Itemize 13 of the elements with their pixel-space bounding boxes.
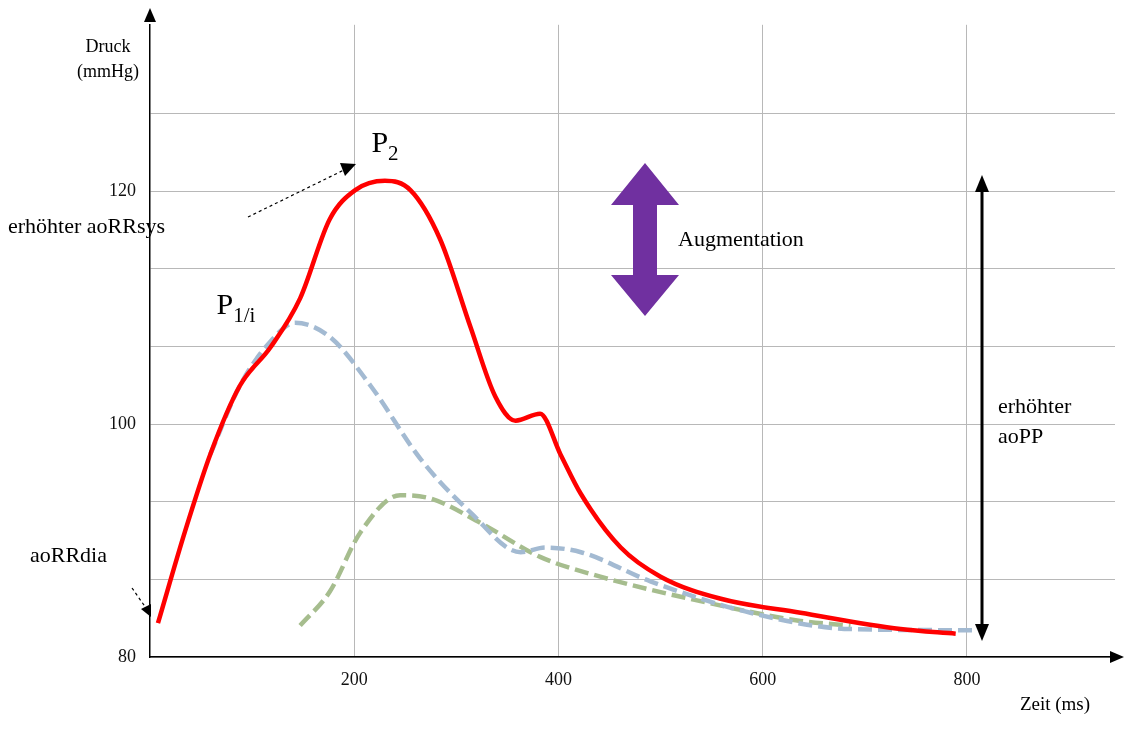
- text: aoRRdia: [30, 542, 108, 567]
- x-tick-label: 200: [340, 668, 368, 689]
- y-axis-title: Druck (mmHg): [77, 36, 140, 82]
- annotation: Augmentation: [678, 226, 804, 251]
- y-tick-label: 80: [118, 645, 136, 666]
- x-tick-label: 800: [953, 668, 981, 689]
- line-series: [297, 492, 853, 628]
- annotation: erhöhter aoPP: [998, 393, 1072, 448]
- y-tick-label: 120: [109, 180, 136, 201]
- x-tick-label: 600: [749, 668, 777, 689]
- y-tick-label: 100: [109, 412, 136, 433]
- x-tick-label: 400: [544, 668, 572, 689]
- x-axis-title: Zeit (ms): [1019, 693, 1091, 715]
